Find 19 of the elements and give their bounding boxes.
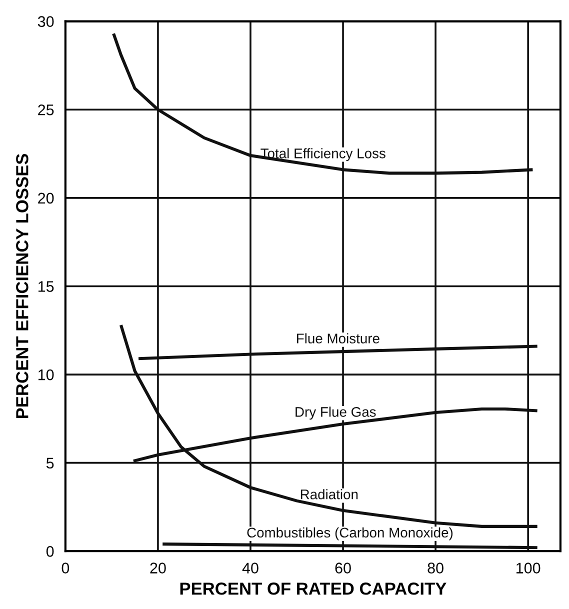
series-label: Flue Moisture [297, 333, 380, 344]
y-tick-label: 30 [38, 16, 54, 27]
y-axis-title: PERCENT EFFICIENCY LOSSES [16, 154, 28, 418]
x-tick-label: 60 [335, 562, 351, 574]
y-tick-label: 15 [38, 281, 54, 292]
series-label: Combustibles (Carbon Monoxide) [247, 527, 453, 540]
y-tick-label: 10 [38, 369, 54, 380]
x-tick-label: 40 [242, 562, 258, 574]
series-label: Dry Flue Gas [296, 406, 376, 420]
x-tick-label: 0 [62, 562, 70, 574]
y-tick-label: 20 [38, 192, 54, 204]
y-tick-label: 25 [38, 104, 54, 116]
y-tick-label: 0 [46, 546, 54, 557]
x-tick-label: 80 [428, 562, 444, 574]
x-tick-label: 20 [150, 562, 166, 574]
x-tick-label: 100 [516, 562, 540, 574]
x-axis-title: PERCENT OF RATED CAPACITY [180, 582, 446, 595]
series-label: Radiation [300, 489, 358, 500]
y-tick-label: 5 [46, 458, 54, 469]
